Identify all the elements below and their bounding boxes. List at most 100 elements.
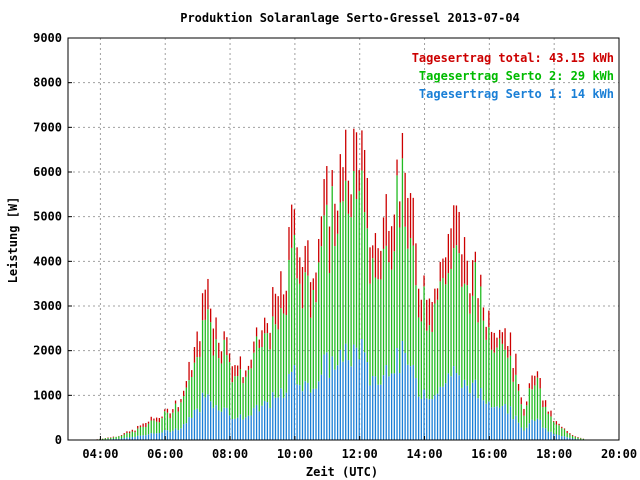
bar-total xyxy=(423,275,425,287)
bar-serto-1 xyxy=(142,435,144,440)
bar-serto-2 xyxy=(444,284,447,384)
bar-serto-1 xyxy=(174,428,177,440)
bar-total xyxy=(185,381,188,388)
bar-serto-1 xyxy=(196,408,198,440)
bar-serto-1 xyxy=(444,383,447,440)
bar-total xyxy=(569,433,571,435)
bar-serto-2 xyxy=(504,349,506,404)
bar-serto-2 xyxy=(299,283,301,386)
bar-serto-1 xyxy=(501,405,504,440)
bar-serto-2 xyxy=(412,245,414,365)
bar-serto-2 xyxy=(336,233,339,366)
bar-total xyxy=(272,287,274,317)
bar-total xyxy=(112,436,115,438)
bar-total xyxy=(480,274,482,287)
bar-serto-2 xyxy=(280,308,282,389)
legend: Tagesertrag total: 43.15 kWh Tagesertrag… xyxy=(412,51,614,101)
bar-serto-2 xyxy=(155,421,158,434)
bar-total xyxy=(490,331,493,350)
bar-serto-1 xyxy=(407,364,409,440)
bar-serto-1 xyxy=(120,438,123,440)
bar-total xyxy=(277,296,279,330)
bar-total xyxy=(174,400,177,404)
bar-serto-2 xyxy=(307,275,309,383)
bar-serto-1 xyxy=(539,419,541,440)
bar-serto-1 xyxy=(547,431,549,440)
bar-serto-2 xyxy=(196,357,198,409)
bar-total xyxy=(453,205,455,249)
bar-total xyxy=(417,288,420,318)
bar-serto-2 xyxy=(183,396,185,425)
bar-serto-1 xyxy=(523,430,525,440)
y-tick-label: 0 xyxy=(55,433,62,447)
bar-serto-1 xyxy=(493,407,495,440)
bar-serto-2 xyxy=(218,358,220,411)
bar-serto-1 xyxy=(215,405,217,440)
bar-serto-1 xyxy=(218,410,220,440)
bar-serto-2 xyxy=(401,158,404,341)
bar-total xyxy=(285,290,287,316)
bar-serto-1 xyxy=(569,437,571,440)
bar-serto-2 xyxy=(563,429,566,437)
bar-total xyxy=(288,227,290,260)
y-tick-label: 2000 xyxy=(33,344,62,358)
bar-serto-2 xyxy=(204,319,206,398)
bar-serto-2 xyxy=(269,349,271,408)
bar-serto-1 xyxy=(550,431,552,440)
y-tick-label: 3000 xyxy=(33,299,62,313)
bar-total xyxy=(320,216,323,247)
bar-serto-2 xyxy=(431,331,433,400)
bar-serto-2 xyxy=(112,437,115,439)
bar-serto-1 xyxy=(315,388,317,440)
bar-serto-1 xyxy=(480,387,482,440)
bar-serto-1 xyxy=(237,417,239,440)
bar-serto-1 xyxy=(309,392,312,440)
bar-serto-2 xyxy=(553,421,555,434)
bar-total xyxy=(558,423,560,426)
y-tick-label: 1000 xyxy=(33,388,62,402)
bar-serto-1 xyxy=(561,436,563,440)
bar-serto-1 xyxy=(183,424,185,440)
bar-serto-1 xyxy=(131,436,133,440)
bar-serto-1 xyxy=(488,401,490,440)
bar-total xyxy=(485,326,487,340)
bar-serto-1 xyxy=(264,400,266,440)
bar-total xyxy=(350,194,352,218)
bar-serto-2 xyxy=(372,258,374,376)
bar-serto-2 xyxy=(223,339,225,408)
bar-serto-1 xyxy=(499,407,501,440)
bar-serto-1 xyxy=(566,437,568,440)
bar-total xyxy=(496,337,498,348)
bar-serto-2 xyxy=(139,426,142,436)
bar-serto-1 xyxy=(253,407,255,440)
bar-serto-2 xyxy=(426,330,428,399)
bar-serto-1 xyxy=(509,406,512,440)
bar-total xyxy=(336,210,339,234)
bar-total xyxy=(531,375,533,390)
x-tick-label: 14:00 xyxy=(406,447,442,461)
bar-serto-2 xyxy=(328,272,331,378)
bar-total xyxy=(566,431,568,433)
bar-serto-2 xyxy=(150,420,152,434)
x-axis-ticks: 04:00 06:00 08:00 10:00 12:00 14:00 16:00 18:00… xyxy=(82,436,637,461)
bar-serto-2 xyxy=(172,412,174,431)
bar-serto-2 xyxy=(107,437,109,440)
bar-total xyxy=(347,180,350,214)
bar-serto-1 xyxy=(318,381,320,440)
bar-total xyxy=(147,421,150,424)
bar-total xyxy=(380,250,382,280)
bar-total xyxy=(477,298,479,323)
bar-serto-2 xyxy=(517,390,520,423)
bar-serto-1 xyxy=(145,435,147,440)
bar-total xyxy=(326,166,328,205)
bar-total xyxy=(534,375,536,386)
bar-total xyxy=(404,172,406,227)
bar-serto-2 xyxy=(274,324,277,398)
bar-serto-2 xyxy=(339,202,341,350)
bar-total xyxy=(128,431,131,434)
bar-serto-1 xyxy=(474,379,477,440)
bar-total xyxy=(472,260,474,296)
bar-serto-1 xyxy=(358,359,360,440)
bar-total xyxy=(201,293,204,321)
legend-serto-2: Tagesertrag Serto 2: 29 kWh xyxy=(419,69,614,83)
